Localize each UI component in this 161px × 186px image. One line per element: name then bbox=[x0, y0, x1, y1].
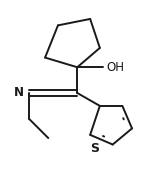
Text: OH: OH bbox=[106, 61, 124, 74]
Text: N: N bbox=[14, 86, 24, 100]
Text: S: S bbox=[90, 142, 99, 155]
